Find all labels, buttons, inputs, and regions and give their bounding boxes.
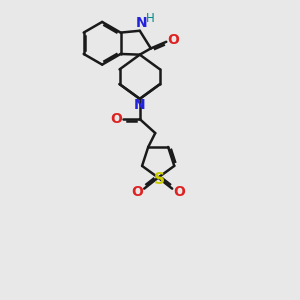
Text: O: O — [111, 112, 122, 126]
Text: N: N — [136, 16, 147, 30]
Text: N: N — [134, 98, 146, 112]
Text: S: S — [153, 172, 164, 187]
Text: H: H — [146, 12, 154, 25]
Text: O: O — [132, 185, 143, 199]
Text: O: O — [173, 185, 185, 199]
Text: O: O — [167, 33, 179, 47]
